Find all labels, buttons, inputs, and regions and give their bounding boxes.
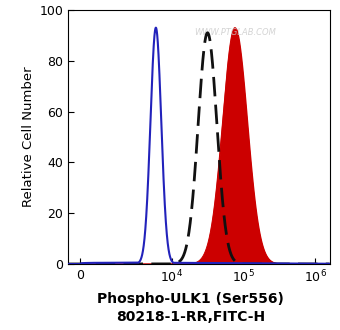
- Y-axis label: Relative Cell Number: Relative Cell Number: [22, 67, 35, 207]
- Text: 80218-1-RR,FITC-H: 80218-1-RR,FITC-H: [116, 311, 265, 324]
- Text: WWW.PTGLAB.COM: WWW.PTGLAB.COM: [194, 28, 276, 37]
- Text: Phospho-ULK1 (Ser556): Phospho-ULK1 (Ser556): [97, 292, 284, 306]
